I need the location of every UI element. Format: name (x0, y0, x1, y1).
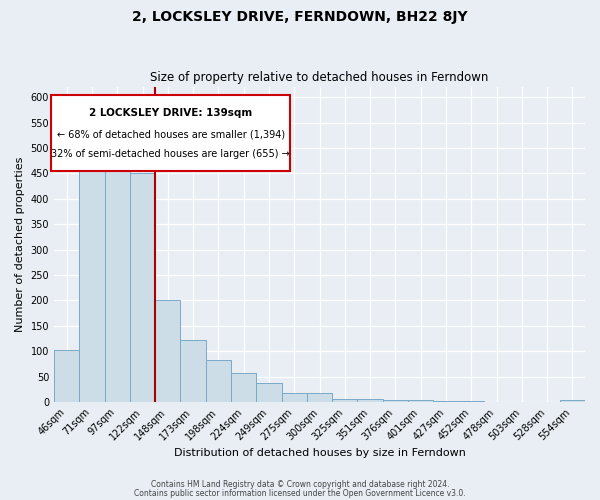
Bar (231, 372, 256, 402)
Bar (155, 300, 181, 402)
Bar (54, 350, 79, 402)
Bar (181, 340, 206, 402)
Bar (358, 398, 383, 402)
Bar (130, 174, 155, 402)
Text: ← 68% of detached houses are smaller (1,394): ← 68% of detached houses are smaller (1,… (57, 129, 285, 139)
Text: 2 LOCKSLEY DRIVE: 139sqm: 2 LOCKSLEY DRIVE: 139sqm (89, 108, 253, 118)
Bar (206, 360, 231, 402)
Bar (281, 394, 307, 402)
Bar (458, 401, 484, 402)
Bar (256, 383, 281, 402)
Bar (332, 398, 358, 402)
Bar (104, 154, 130, 402)
Text: 32% of semi-detached houses are larger (655) →: 32% of semi-detached houses are larger (… (52, 148, 290, 158)
Text: Contains HM Land Registry data © Crown copyright and database right 2024.: Contains HM Land Registry data © Crown c… (151, 480, 449, 489)
Text: 2, LOCKSLEY DRIVE, FERNDOWN, BH22 8JY: 2, LOCKSLEY DRIVE, FERNDOWN, BH22 8JY (132, 10, 468, 24)
Text: Contains public sector information licensed under the Open Government Licence v3: Contains public sector information licen… (134, 488, 466, 498)
Bar (408, 400, 433, 402)
Title: Size of property relative to detached houses in Ferndown: Size of property relative to detached ho… (151, 72, 489, 85)
Bar (433, 401, 458, 402)
FancyBboxPatch shape (52, 95, 290, 170)
Y-axis label: Number of detached properties: Number of detached properties (15, 157, 25, 332)
Bar (560, 400, 585, 402)
Bar (79, 154, 104, 402)
X-axis label: Distribution of detached houses by size in Ferndown: Distribution of detached houses by size … (173, 448, 466, 458)
Bar (307, 394, 332, 402)
Bar (383, 400, 408, 402)
